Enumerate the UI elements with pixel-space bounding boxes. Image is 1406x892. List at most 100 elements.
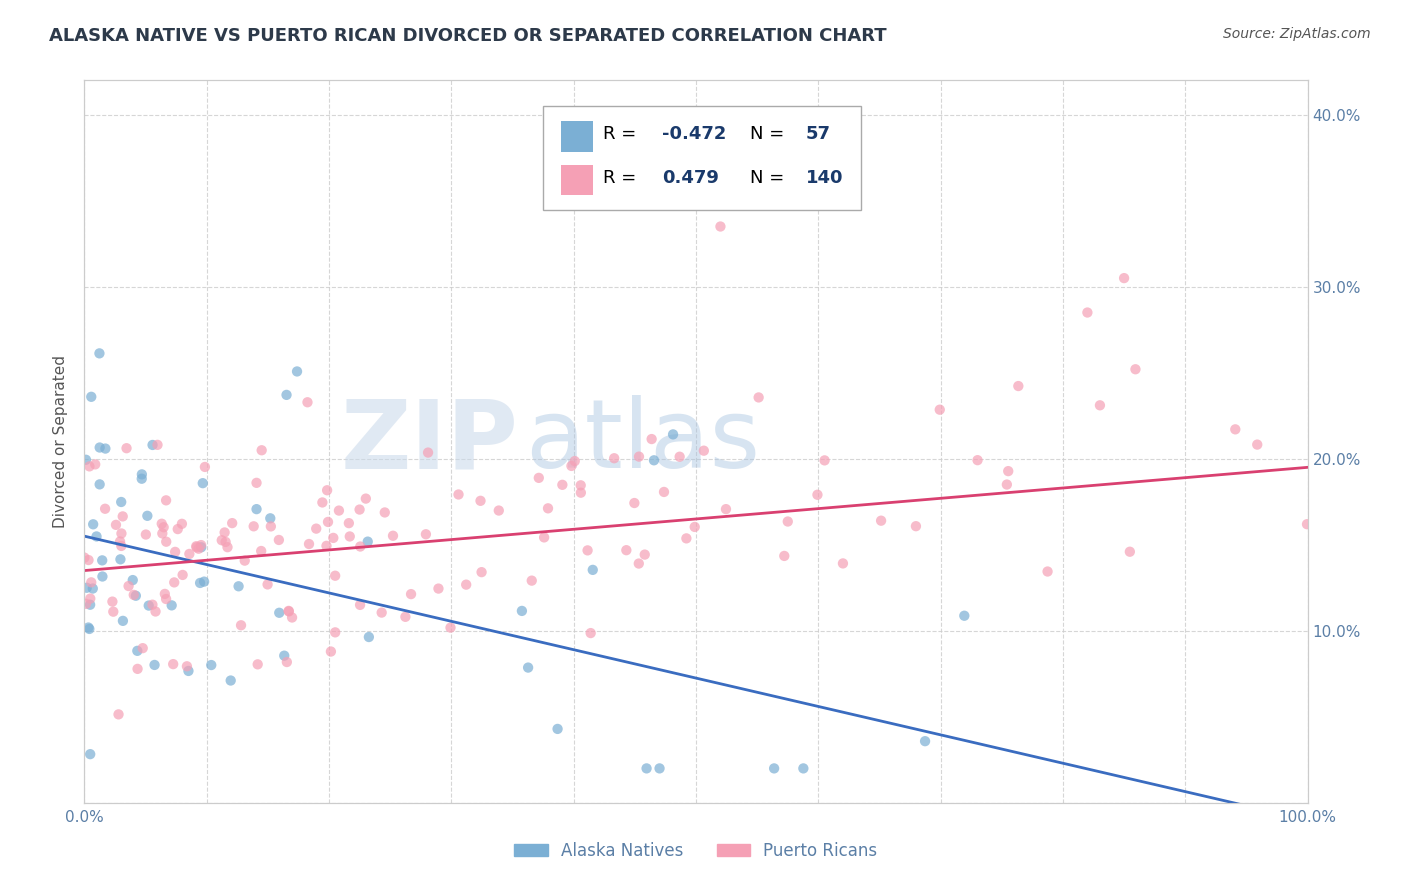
Point — [394, 610, 416, 624]
Point — [709, 219, 731, 234]
Point — [527, 471, 550, 485]
Point — [1036, 565, 1059, 579]
Point — [86, 529, 108, 543]
Point — [323, 568, 346, 582]
Point — [214, 525, 236, 540]
Point — [582, 563, 605, 577]
Point — [142, 438, 165, 452]
Point — [166, 522, 188, 536]
Point — [146, 438, 169, 452]
Point — [111, 614, 134, 628]
Point — [165, 545, 187, 559]
Point — [190, 538, 212, 552]
Point — [315, 539, 337, 553]
Point — [94, 501, 117, 516]
Point — [547, 722, 569, 736]
Point — [311, 495, 333, 509]
Text: 0.479: 0.479 — [662, 169, 718, 186]
Point — [714, 502, 737, 516]
Point — [520, 574, 543, 588]
Point — [84, 458, 107, 472]
Point — [111, 509, 134, 524]
Point — [1076, 305, 1098, 319]
Text: 140: 140 — [806, 169, 844, 186]
Point — [172, 568, 194, 582]
Point — [648, 761, 671, 775]
Point — [101, 594, 124, 608]
Point — [551, 478, 574, 492]
Point — [357, 630, 380, 644]
Point — [186, 541, 208, 555]
Point — [256, 577, 278, 591]
Point — [316, 483, 339, 498]
Point — [675, 532, 697, 546]
Point — [122, 588, 145, 602]
Point — [349, 502, 371, 516]
Point — [399, 587, 422, 601]
Point — [250, 443, 273, 458]
Point — [995, 477, 1018, 491]
Point — [217, 540, 239, 554]
Point — [79, 747, 101, 761]
Point — [560, 458, 582, 473]
Point — [1296, 517, 1319, 532]
Point — [191, 476, 214, 491]
Point — [150, 516, 173, 531]
Point — [155, 534, 177, 549]
Point — [1088, 398, 1111, 412]
Point — [447, 487, 470, 501]
Point — [75, 452, 97, 467]
Point — [117, 579, 139, 593]
Point — [328, 503, 350, 517]
Point — [832, 557, 855, 571]
Point — [79, 459, 101, 474]
Text: Source: ZipAtlas.com: Source: ZipAtlas.com — [1223, 27, 1371, 41]
Point — [1119, 545, 1142, 559]
Point — [187, 541, 209, 556]
Point — [82, 582, 104, 596]
Point — [80, 390, 103, 404]
Point — [110, 552, 132, 566]
Point — [73, 550, 96, 565]
Point — [640, 432, 662, 446]
FancyBboxPatch shape — [543, 105, 860, 211]
Point — [374, 505, 396, 519]
Point — [245, 502, 267, 516]
Point — [200, 658, 222, 673]
Legend: Alaska Natives, Puerto Ricans: Alaska Natives, Puerto Ricans — [508, 836, 884, 867]
Point — [221, 516, 243, 530]
Point — [190, 541, 212, 555]
Point — [242, 519, 264, 533]
Point — [125, 589, 148, 603]
Text: 57: 57 — [806, 126, 831, 144]
Point — [813, 453, 835, 467]
Point — [662, 427, 685, 442]
Point — [349, 540, 371, 554]
Point — [579, 626, 602, 640]
Point — [91, 553, 114, 567]
Point — [322, 531, 344, 545]
Point — [163, 575, 186, 590]
Point — [357, 534, 380, 549]
Point — [89, 477, 111, 491]
Point — [966, 453, 988, 467]
Point — [627, 557, 650, 571]
Text: ZIP: ZIP — [340, 395, 519, 488]
Point — [77, 621, 100, 635]
Point — [354, 491, 377, 506]
Point — [80, 575, 103, 590]
Point — [323, 625, 346, 640]
Point — [127, 662, 149, 676]
Point — [131, 472, 153, 486]
Point — [652, 485, 675, 500]
Point — [564, 454, 586, 468]
Point — [193, 574, 215, 589]
Point — [415, 527, 437, 541]
Point — [141, 598, 163, 612]
Point — [471, 565, 494, 579]
Point — [636, 761, 658, 775]
Point — [285, 364, 308, 378]
Point — [623, 496, 645, 510]
Point — [77, 553, 100, 567]
Point — [110, 495, 132, 509]
